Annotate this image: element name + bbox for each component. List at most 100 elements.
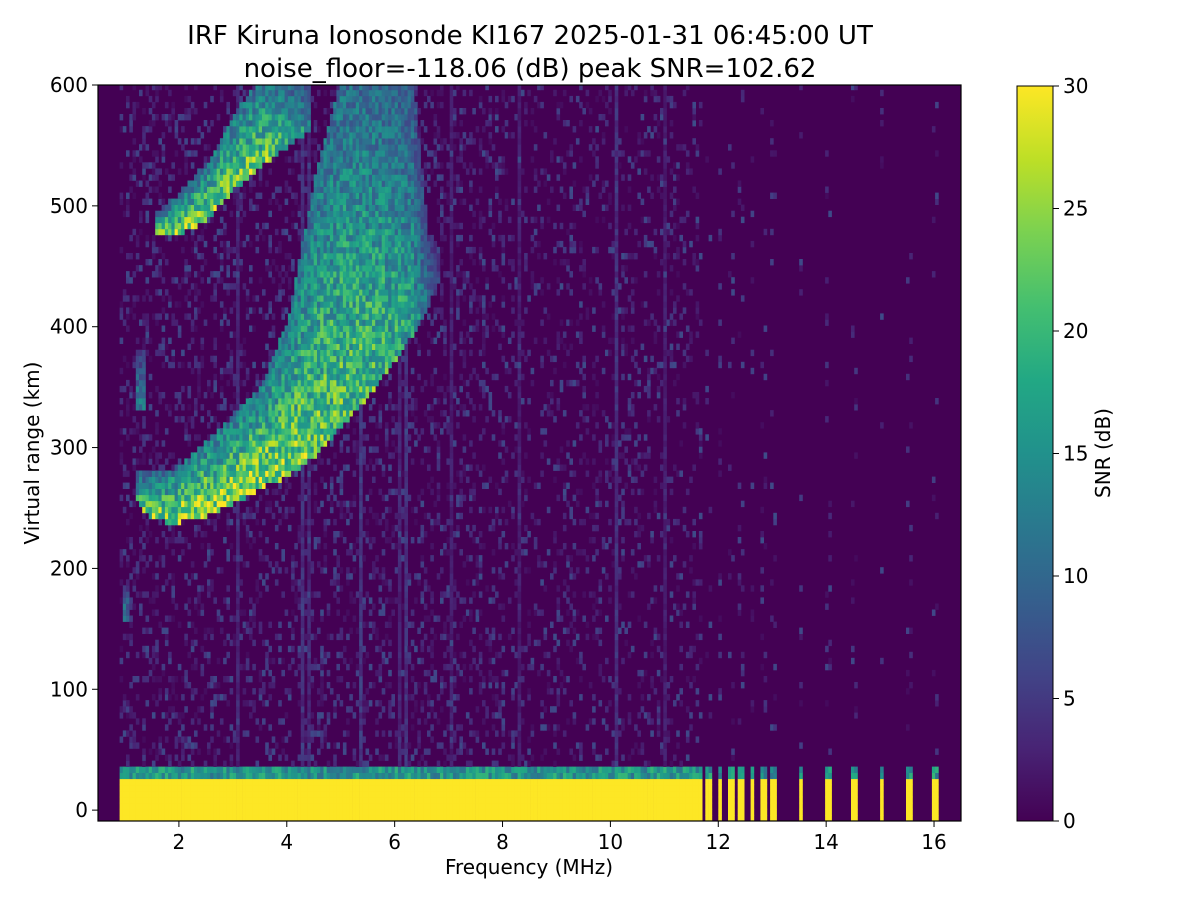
heatmap-cell <box>271 120 276 127</box>
heatmap-cell <box>245 627 250 634</box>
heatmap-cell <box>239 108 243 115</box>
heatmap-cell <box>219 404 224 411</box>
heatmap-cell <box>207 579 211 586</box>
heatmap-cell <box>339 506 344 514</box>
heatmap-cell <box>365 132 370 139</box>
heatmap-cell <box>294 108 298 115</box>
heatmap-cell <box>236 518 240 526</box>
heatmap-cell <box>194 627 198 634</box>
heatmap-cell <box>139 778 143 786</box>
heatmap-cell <box>339 337 344 344</box>
heatmap-cell <box>342 796 347 804</box>
heatmap-cell <box>326 132 331 139</box>
heatmap-cell <box>291 573 295 580</box>
heatmap-cell <box>232 373 237 381</box>
heatmap-cell <box>200 234 205 242</box>
heatmap-cell <box>226 144 230 151</box>
heatmap-cell <box>190 815 195 821</box>
heatmap-cell <box>359 669 363 677</box>
heatmap-cell <box>362 355 366 363</box>
heatmap-cell <box>278 657 282 665</box>
heatmap-cell <box>255 506 260 514</box>
heatmap-cell <box>142 367 146 375</box>
heatmap-cell <box>239 95 243 103</box>
heatmap-cell <box>239 555 243 562</box>
heatmap-cell <box>352 265 357 272</box>
heatmap-cell <box>226 108 230 115</box>
heatmap-cell <box>284 778 289 786</box>
heatmap-cell <box>333 108 337 115</box>
heatmap-cell <box>278 476 282 483</box>
heatmap-cell <box>362 246 366 254</box>
heatmap-cell <box>148 808 153 816</box>
heatmap-cell <box>194 295 198 302</box>
heatmap-cell <box>129 126 133 133</box>
heatmap-cell <box>291 85 295 91</box>
heatmap-cell <box>132 796 137 804</box>
heatmap-cell <box>352 234 357 242</box>
heatmap-cell <box>281 404 285 411</box>
heatmap-cell <box>297 802 302 810</box>
heatmap-cell <box>168 222 172 230</box>
heatmap-cell <box>317 289 321 296</box>
heatmap-cell <box>339 361 344 369</box>
heatmap-cell <box>323 216 328 224</box>
heatmap-cell <box>158 808 162 816</box>
heatmap-cell <box>365 379 370 387</box>
heatmap-cell <box>181 476 185 483</box>
heatmap-cell <box>236 760 240 767</box>
heatmap-cell <box>245 150 250 157</box>
heatmap-cell <box>333 760 337 767</box>
heatmap-cell <box>187 512 192 520</box>
heatmap-cell <box>177 555 182 562</box>
heatmap-cell <box>245 434 250 441</box>
heatmap-cell <box>359 694 363 701</box>
heatmap-cell <box>326 766 331 773</box>
heatmap-cell <box>333 283 337 290</box>
heatmap-cell <box>174 488 179 496</box>
heatmap-cell <box>297 645 302 653</box>
heatmap-cell <box>132 585 137 592</box>
heatmap-cell <box>317 422 321 429</box>
heatmap-cell <box>333 222 337 230</box>
heatmap-cell <box>132 808 137 816</box>
heatmap-cell <box>310 808 315 816</box>
heatmap-cell <box>194 531 198 538</box>
heatmap-cell <box>359 186 363 193</box>
heatmap-cell <box>342 301 347 308</box>
heatmap-cell <box>129 784 133 792</box>
heatmap-cell <box>132 392 137 399</box>
heatmap-cell <box>258 531 263 538</box>
heatmap-cell <box>346 89 350 97</box>
heatmap-cell <box>135 470 140 477</box>
heatmap-cell <box>129 385 133 393</box>
heatmap-cell <box>245 313 250 320</box>
heatmap-cell <box>126 579 130 586</box>
heatmap-cell <box>317 180 321 187</box>
heatmap-cell <box>216 730 221 737</box>
heatmap-cell <box>171 796 175 804</box>
heatmap-cell <box>291 355 295 363</box>
heatmap-cell <box>164 168 169 175</box>
heatmap-cell <box>236 645 240 653</box>
heatmap-cell <box>229 754 234 761</box>
heatmap-cell <box>252 392 256 399</box>
heatmap-cell <box>349 216 353 224</box>
heatmap-cell <box>336 772 340 780</box>
heatmap-cell <box>174 222 179 230</box>
heatmap-cell <box>151 313 156 320</box>
heatmap-cell <box>300 410 305 417</box>
heatmap-cell <box>339 416 344 423</box>
heatmap-cell <box>329 198 334 205</box>
heatmap-cell <box>184 482 188 489</box>
heatmap-cell <box>148 470 153 477</box>
heatmap-cell <box>284 144 289 151</box>
heatmap-cell <box>294 114 298 121</box>
heatmap-cell <box>304 410 308 417</box>
heatmap-cell <box>252 488 256 496</box>
heatmap-cell <box>200 265 205 272</box>
heatmap-cell <box>355 343 360 350</box>
heatmap-cell <box>349 246 353 254</box>
heatmap-cell <box>300 627 305 634</box>
heatmap-cell <box>210 95 214 103</box>
